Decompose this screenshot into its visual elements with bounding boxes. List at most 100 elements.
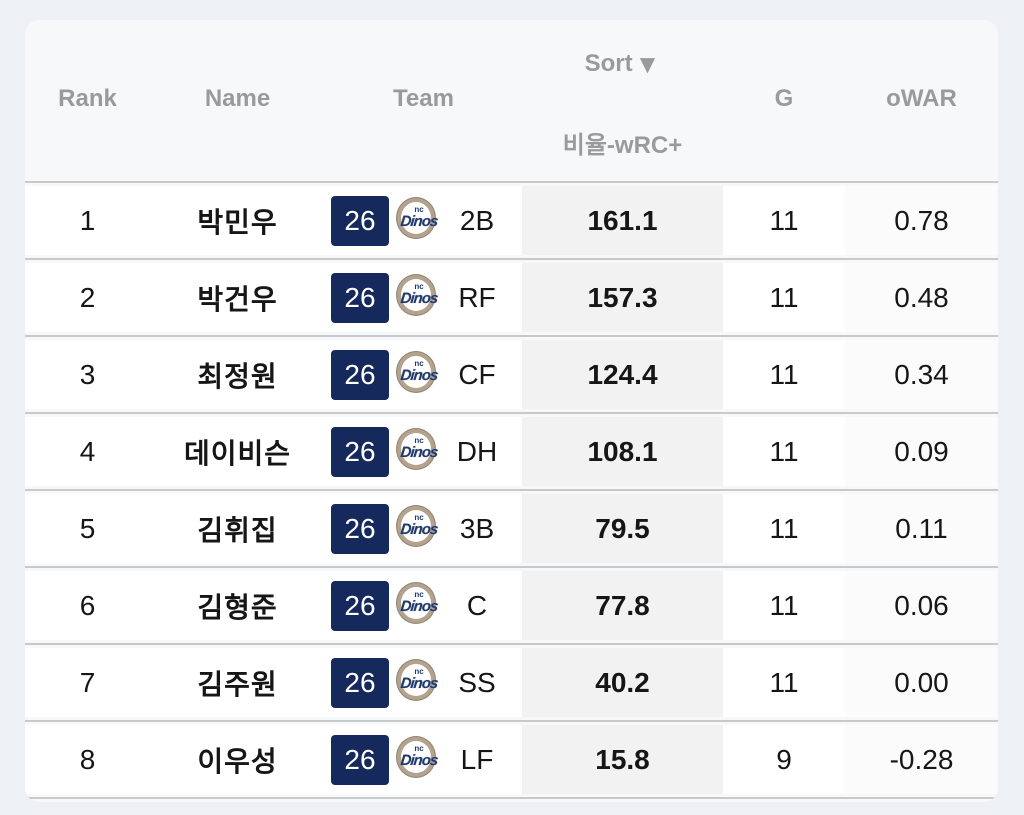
metric-label: 비율-wRC+ bbox=[562, 132, 683, 159]
position-label: 2B bbox=[459, 204, 495, 236]
owar-value: 0.11 bbox=[845, 494, 998, 563]
owar-value: 0.34 bbox=[845, 340, 998, 409]
jersey-number-badge: 26 bbox=[331, 272, 389, 323]
player-name: 최정원 bbox=[197, 360, 278, 392]
nc-dinos-logo-icon: nc Dinos bbox=[394, 427, 444, 477]
wrc-plus-value: 161.1 bbox=[522, 186, 723, 255]
player-name: 박건우 bbox=[197, 283, 278, 315]
divider bbox=[25, 258, 998, 260]
player-row[interactable]: 4 데이비슨 26 nc Dinos DH 108.1 11 0.09 bbox=[25, 417, 998, 486]
divider bbox=[25, 566, 998, 568]
position-label: DH bbox=[456, 435, 498, 467]
player-name: 이우성 bbox=[197, 745, 278, 777]
nc-dinos-logo-icon: nc Dinos bbox=[394, 273, 444, 323]
sort-control[interactable]: Sort ▼ bbox=[585, 50, 661, 78]
jersey-number-badge: 26 bbox=[331, 580, 389, 631]
owar-value: 0.00 bbox=[845, 648, 998, 717]
player-row[interactable]: 5 김휘집 26 nc Dinos 3B 79.5 11 0.11 bbox=[25, 494, 998, 563]
team-cell: 26 nc Dinos LF bbox=[325, 725, 522, 794]
player-name: 김휘집 bbox=[197, 514, 278, 546]
team-cell: 26 nc Dinos C bbox=[325, 571, 522, 640]
position-label: RF bbox=[458, 281, 496, 313]
divider bbox=[25, 720, 998, 722]
header-games: G bbox=[774, 85, 794, 112]
player-name: 박민우 bbox=[197, 206, 278, 238]
divider bbox=[25, 181, 998, 183]
position-label: SS bbox=[458, 666, 496, 698]
rank-value: 3 bbox=[79, 358, 96, 390]
player-row[interactable]: 8 이우성 26 nc Dinos LF 15.8 9 -0.28 bbox=[25, 725, 998, 794]
header-sorted-metric: Sort ▼ 비율-wRC+ bbox=[522, 20, 723, 178]
nc-dinos-logo-icon: nc Dinos bbox=[394, 735, 444, 785]
games-value: 11 bbox=[769, 358, 799, 390]
jersey-number-badge: 26 bbox=[331, 503, 389, 554]
wrc-plus-value: 108.1 bbox=[522, 417, 723, 486]
header-owar: oWAR bbox=[886, 85, 957, 112]
games-value: 11 bbox=[769, 281, 799, 313]
nc-dinos-logo-icon: nc Dinos bbox=[394, 581, 444, 631]
player-row[interactable]: 7 김주원 26 nc Dinos SS 40.2 11 0.00 bbox=[25, 648, 998, 717]
position-label: CF bbox=[458, 358, 496, 390]
team-cell: 26 nc Dinos 2B bbox=[325, 186, 522, 255]
rank-value: 6 bbox=[79, 589, 96, 621]
games-value: 11 bbox=[769, 589, 799, 621]
wrc-plus-value: 124.4 bbox=[522, 340, 723, 409]
header-name: Name bbox=[204, 85, 271, 112]
jersey-number-badge: 26 bbox=[331, 657, 389, 708]
position-label: 3B bbox=[459, 512, 495, 544]
jersey-number-badge: 26 bbox=[331, 195, 389, 246]
nc-dinos-logo-icon: nc Dinos bbox=[394, 658, 444, 708]
games-value: 11 bbox=[769, 666, 799, 698]
rank-value: 2 bbox=[79, 281, 96, 313]
rank-value: 5 bbox=[79, 512, 96, 544]
player-name: 김형준 bbox=[197, 591, 278, 623]
rank-value: 4 bbox=[79, 435, 96, 467]
wrc-plus-value: 77.8 bbox=[522, 571, 723, 640]
position-label: LF bbox=[460, 743, 494, 775]
stats-table-card: Rank Name Team Sort ▼ 비율-wRC+ G oWAR 1 박… bbox=[25, 20, 998, 802]
divider bbox=[25, 643, 998, 645]
divider bbox=[25, 412, 998, 414]
owar-value: 0.09 bbox=[845, 417, 998, 486]
nc-dinos-logo-icon: nc Dinos bbox=[394, 504, 444, 554]
player-row[interactable]: 3 최정원 26 nc Dinos CF 124.4 11 0.34 bbox=[25, 340, 998, 409]
player-row[interactable]: 6 김형준 26 nc Dinos C 77.8 11 0.06 bbox=[25, 571, 998, 640]
wrc-plus-value: 40.2 bbox=[522, 648, 723, 717]
owar-value: 0.48 bbox=[845, 263, 998, 332]
team-cell: 26 nc Dinos DH bbox=[325, 417, 522, 486]
wrc-plus-value: 79.5 bbox=[522, 494, 723, 563]
rank-value: 1 bbox=[79, 204, 96, 236]
games-value: 11 bbox=[769, 435, 799, 467]
divider bbox=[25, 797, 998, 799]
position-label: C bbox=[466, 589, 488, 621]
divider bbox=[25, 335, 998, 337]
games-value: 9 bbox=[776, 743, 792, 775]
wrc-plus-value: 157.3 bbox=[522, 263, 723, 332]
header-team: Team bbox=[393, 85, 454, 112]
owar-value: -0.28 bbox=[845, 725, 998, 794]
player-row[interactable]: 2 박건우 26 nc Dinos RF 157.3 11 0.48 bbox=[25, 263, 998, 332]
wrc-plus-value: 15.8 bbox=[522, 725, 723, 794]
nc-dinos-logo-icon: nc Dinos bbox=[394, 196, 444, 246]
owar-value: 0.06 bbox=[845, 571, 998, 640]
rank-value: 7 bbox=[79, 666, 96, 698]
table-body: 1 박민우 26 nc Dinos 2B 161.1 11 0.78 2 박건우… bbox=[25, 186, 998, 799]
jersey-number-badge: 26 bbox=[331, 734, 389, 785]
header-rank: Rank bbox=[58, 85, 117, 112]
nc-dinos-logo-icon: nc Dinos bbox=[394, 350, 444, 400]
table-header-row: Rank Name Team Sort ▼ 비율-wRC+ G oWAR bbox=[25, 20, 998, 178]
team-cell: 26 nc Dinos 3B bbox=[325, 494, 522, 563]
team-cell: 26 nc Dinos CF bbox=[325, 340, 522, 409]
jersey-number-badge: 26 bbox=[331, 349, 389, 400]
sort-descending-icon: ▼ bbox=[634, 49, 661, 79]
divider bbox=[25, 489, 998, 491]
games-value: 11 bbox=[769, 204, 799, 236]
player-name: 데이비슨 bbox=[183, 437, 292, 469]
games-value: 11 bbox=[769, 512, 799, 544]
team-cell: 26 nc Dinos SS bbox=[325, 648, 522, 717]
rank-value: 8 bbox=[79, 743, 96, 775]
jersey-number-badge: 26 bbox=[331, 426, 389, 477]
owar-value: 0.78 bbox=[845, 186, 998, 255]
player-row[interactable]: 1 박민우 26 nc Dinos 2B 161.1 11 0.78 bbox=[25, 186, 998, 255]
sort-label: Sort bbox=[584, 50, 633, 77]
